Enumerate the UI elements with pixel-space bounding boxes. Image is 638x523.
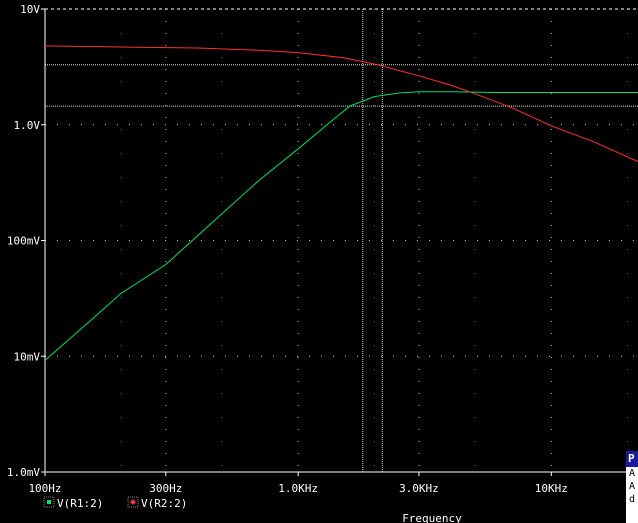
y-tick-label: 1.0V — [14, 119, 41, 132]
legend-diamond-marker — [130, 499, 136, 505]
probe-panel-row: d — [629, 494, 636, 505]
legend-label: V(R1:2) — [57, 497, 103, 510]
legend-item-2[interactable]: V(R2:2) — [127, 496, 187, 510]
x-tick-label: 10KHz — [535, 482, 568, 495]
y-tick-label: 10mV — [14, 350, 41, 363]
legend-marker-box — [127, 496, 139, 508]
cursor-lines[interactable] — [45, 9, 638, 472]
x-axis-label: Frequency — [402, 512, 462, 523]
probe-panel-title: P — [626, 451, 638, 467]
probe-panel-row: A — [629, 468, 636, 479]
grid — [45, 9, 638, 472]
series — [44, 45, 638, 361]
x-tick-label: 100Hz — [28, 482, 61, 495]
y-tick-label: 100mV — [7, 235, 40, 248]
legend-label: V(R2:2) — [141, 497, 187, 510]
y-tick-label: 1.0mV — [7, 466, 40, 479]
legend-marker-box — [43, 496, 55, 508]
axes — [41, 8, 638, 476]
x-tick-label: 1.0KHz — [278, 482, 318, 495]
legend[interactable]: V(R1:2) V(R2:2) — [43, 496, 187, 510]
legend-item-1[interactable]: V(R1:2) — [43, 496, 103, 510]
x-tick-label: 3.0KHz — [399, 482, 439, 495]
probe-panel-row: A — [629, 481, 636, 492]
y-tick-label: 10V — [20, 3, 40, 16]
tick-labels: 100Hz 300Hz 1.0KHz 3.0KHz 10KHz 10V 1.0V 100mV 1… — [7, 3, 568, 495]
series-line-1 — [44, 91, 638, 361]
x-tick-label: 300Hz — [149, 482, 182, 495]
legend-square-marker — [47, 500, 51, 504]
series-line-2 — [44, 45, 638, 163]
probe-panel[interactable]: P A A d — [626, 451, 638, 523]
